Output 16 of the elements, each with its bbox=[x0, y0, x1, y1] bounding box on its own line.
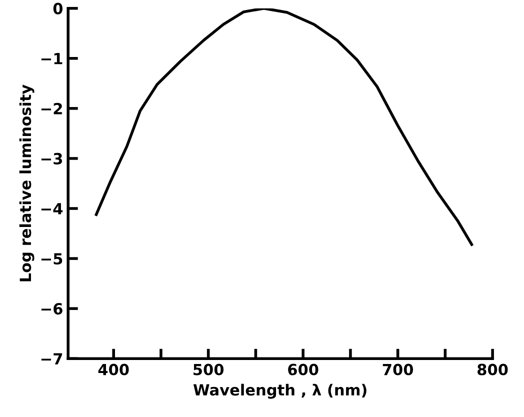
y-axis-title: Log relative luminosity bbox=[19, 84, 34, 282]
line-series bbox=[94, 8, 474, 246]
y-tick-label: −5 bbox=[41, 253, 62, 265]
x-axis-title: Wavelength , λ (nm) bbox=[193, 384, 366, 399]
x-tick-label: 700 bbox=[382, 364, 414, 376]
x-tick-label: 400 bbox=[98, 364, 129, 376]
y-tick-label: −1 bbox=[41, 53, 62, 64]
x-tick-label: 800 bbox=[478, 364, 508, 376]
y-tick-label: −2 bbox=[41, 102, 62, 114]
x-tick-label: 500 bbox=[194, 364, 224, 376]
y-tick-label: 0 bbox=[53, 2, 63, 14]
x-tick-label: 600 bbox=[288, 364, 318, 376]
y-tick-label: −7 bbox=[41, 353, 62, 364]
y-tick-label: −3 bbox=[41, 152, 62, 164]
y-tick-label: −6 bbox=[41, 303, 62, 315]
y-tick-label: −4 bbox=[41, 203, 63, 214]
